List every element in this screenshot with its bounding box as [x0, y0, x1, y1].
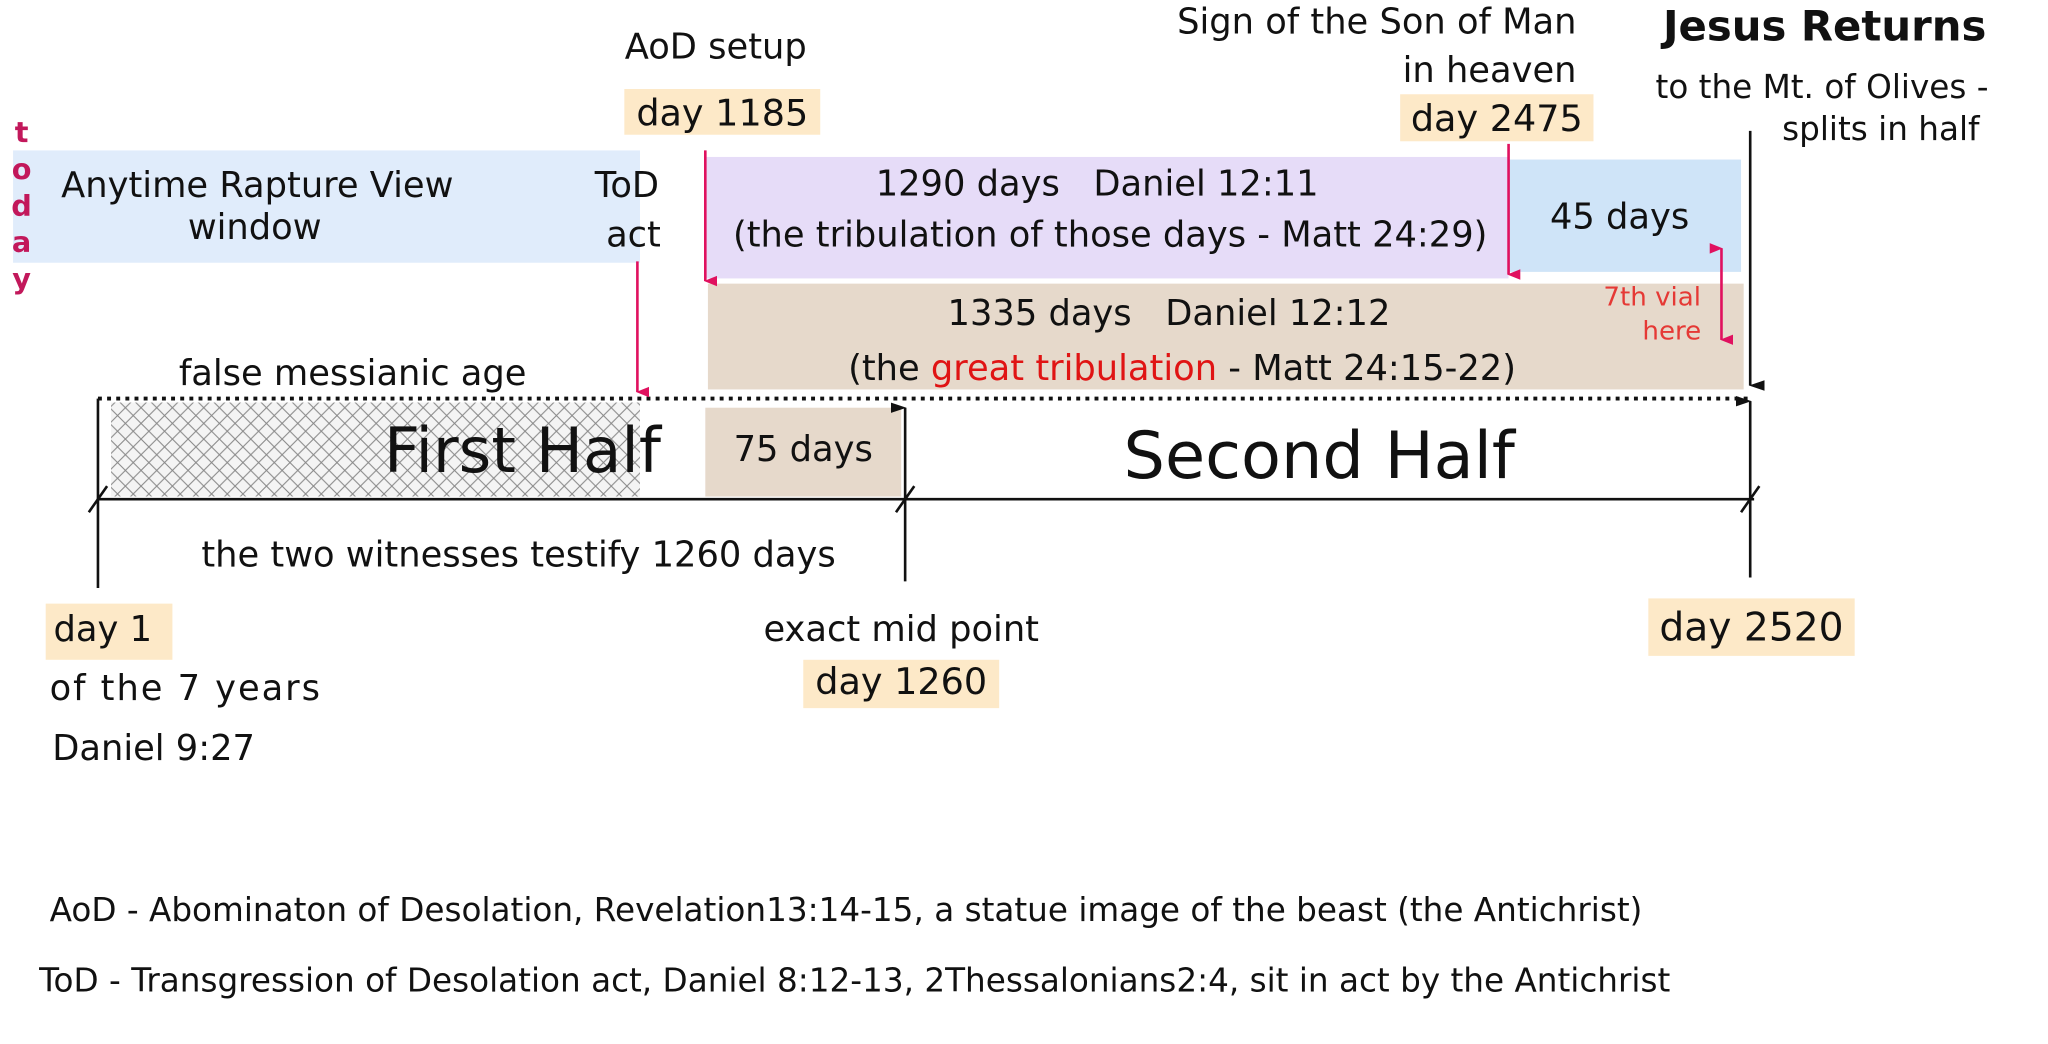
p1290-box: [705, 156, 1509, 279]
p1335-box: [707, 283, 1744, 390]
label: AoD setup: [625, 27, 807, 68]
day-label: day 1: [54, 609, 152, 650]
label: (the great tribulation - Matt 24:15-22): [848, 348, 1516, 389]
label: of the 7 years: [50, 668, 322, 709]
label: in heaven: [1403, 50, 1577, 91]
label: 1335 days Daniel 12:12: [948, 293, 1391, 334]
day-label: day 1185: [636, 92, 808, 135]
label: (the: [848, 348, 920, 389]
day-label: day 2520: [1659, 605, 1843, 650]
footnote: AoD - Abominaton of Desolation, Revelati…: [50, 891, 1643, 929]
label: - Matt 24:15-22): [1228, 348, 1516, 389]
rapture-box: [13, 150, 641, 263]
hatch-area: [111, 402, 641, 497]
heading: First Half: [384, 414, 663, 487]
label: act: [606, 215, 661, 256]
label: here: [1642, 316, 1701, 346]
highlight: [1400, 94, 1594, 142]
label: ToD: [594, 165, 659, 206]
label: (the tribulation of those days - Matt 24…: [733, 215, 1487, 256]
label: Daniel 9:27: [52, 728, 255, 769]
day-label: day 1260: [815, 660, 987, 703]
label: splits in half: [1782, 110, 1981, 148]
label-red: great tribulation: [931, 348, 1217, 389]
highlight: [45, 603, 173, 660]
title: Jesus Returns: [1660, 1, 1986, 50]
label: 1290 days Daniel 12:11: [876, 164, 1319, 205]
label: Anytime Rapture View: [61, 165, 453, 206]
p75-box: [705, 407, 902, 497]
label: window: [188, 207, 322, 248]
footnote: ToD - Transgression of Desolation act, D…: [38, 961, 1670, 999]
slashes: [87, 485, 1761, 513]
label: 75 days: [734, 429, 873, 470]
highlight: [624, 89, 821, 135]
label: 7th vial: [1603, 282, 1701, 312]
day-label: day 2475: [1411, 97, 1583, 140]
highlight: [803, 659, 1000, 709]
label: to the Mt. of Olives -: [1656, 68, 1989, 106]
label: false messianic age: [179, 353, 527, 394]
label: 45 days: [1550, 196, 1689, 237]
p45-box: [1508, 159, 1742, 272]
label: Sign of the Son of Man: [1177, 2, 1576, 43]
label: exact mid point: [763, 609, 1039, 650]
highlight: [1648, 598, 1855, 656]
heading: Second Half: [1124, 418, 1517, 494]
today: today: [5, 115, 39, 298]
label: the two witnesses testify 1260 days: [201, 535, 835, 576]
